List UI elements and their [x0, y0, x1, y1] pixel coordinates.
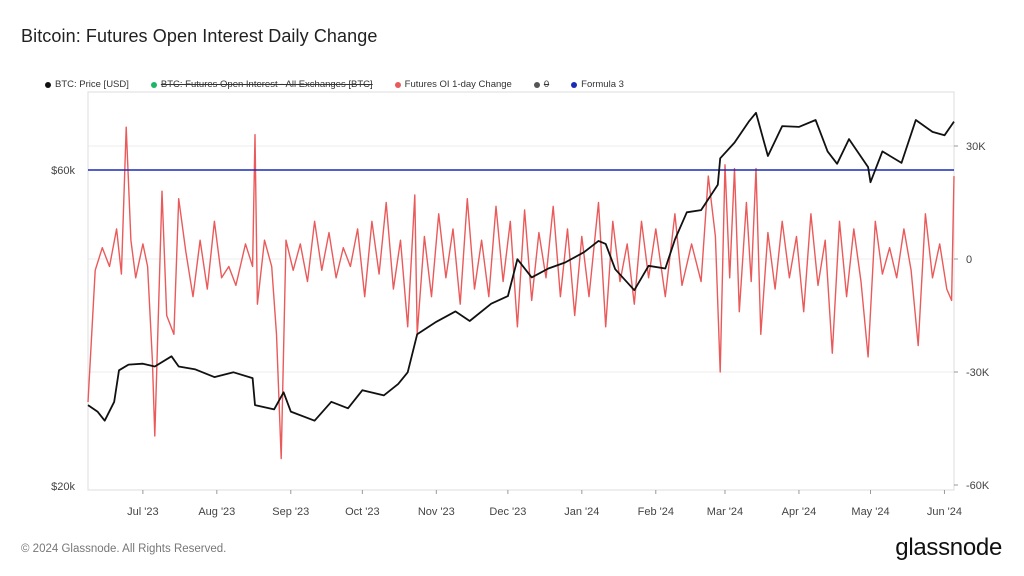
legend-label: Futures OI 1-day Change: [404, 79, 512, 90]
legend-dot-icon: [394, 81, 401, 88]
legend-item-formula[interactable]: Formula 3: [571, 79, 624, 90]
x-tick-label: Oct '23: [345, 506, 380, 518]
legend-item-oi-change[interactable]: Futures OI 1-day Change: [394, 79, 512, 90]
legend-item-zero[interactable]: 0: [533, 79, 550, 90]
x-tick-label: Jul '23: [127, 506, 158, 518]
y-axis-left: $20k $60k: [51, 165, 75, 493]
x-tick-label: Dec '23: [489, 506, 526, 518]
x-axis: Jul '23 Aug '23 Sep '23 Oct '23 Nov '23 Dec '…: [127, 490, 962, 518]
x-tick-label: Sep '23: [272, 506, 309, 518]
legend-label: BTC: Futures Open Interest - All Exchang…: [160, 79, 373, 90]
y-left-tick-label: $20k: [51, 481, 75, 493]
legend-label: 0: [543, 79, 550, 90]
legend-dot-icon: [533, 81, 540, 88]
series-layer: [87, 111, 955, 460]
legend-label: BTC: Price [USD]: [55, 79, 129, 90]
y-right-tick-label: -30K: [966, 367, 990, 379]
series-oi-change-line: [87, 126, 955, 460]
plot-frame: [87, 91, 955, 491]
y-right-tick-label: 30K: [966, 141, 986, 153]
y-right-tick-label: -60K: [966, 480, 990, 492]
x-tick-label: Feb '24: [638, 506, 674, 518]
x-tick-label: Apr '24: [782, 506, 817, 518]
legend-dot-icon: [150, 81, 157, 88]
chart-title: Bitcoin: Futures Open Interest Daily Cha…: [21, 26, 378, 46]
x-tick-label: Jan '24: [564, 506, 599, 518]
y-left-tick-label: $60k: [51, 165, 75, 177]
x-tick-label: Mar '24: [707, 506, 743, 518]
x-tick-label: Nov '23: [418, 506, 455, 518]
x-tick-label: May '24: [851, 506, 889, 518]
legend-label: Formula 3: [581, 79, 624, 90]
legend-dot-icon: [45, 81, 51, 88]
legend-dot-icon: [571, 81, 578, 88]
x-tick-label: Aug '23: [198, 506, 235, 518]
legend-item-btc-price[interactable]: BTC: Price [USD]: [45, 79, 129, 90]
y-axis-right: 30K 0 -30K -60K: [954, 141, 990, 492]
legend-item-open-interest[interactable]: BTC: Futures Open Interest - All Exchang…: [150, 79, 373, 90]
chart-legend: BTC: Price [USD] BTC: Futures Open Inter…: [45, 79, 624, 90]
copyright-footer: © 2024 Glassnode. All Rights Reserved.: [21, 543, 227, 555]
x-tick-label: Jun '24: [927, 506, 962, 518]
series-btc-price-line: [87, 111, 955, 422]
y-right-tick-label: 0: [966, 254, 972, 266]
brand-logo: glassnode: [895, 534, 1002, 561]
